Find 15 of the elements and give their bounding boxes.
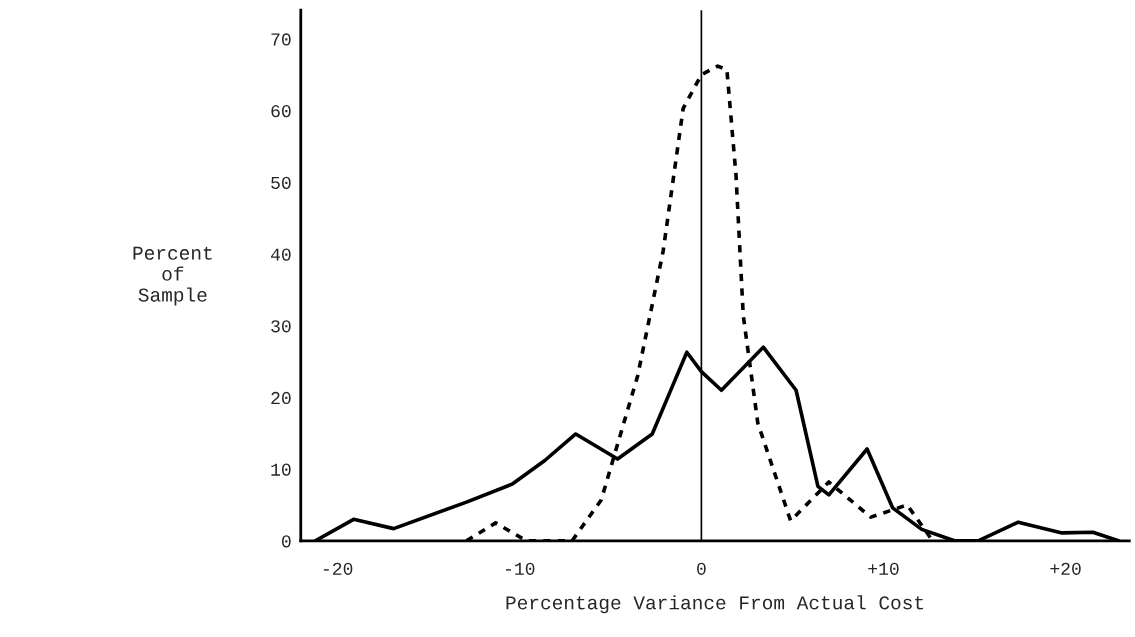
x-tick-label: +10 [868,562,899,575]
y-tick-label: 30 [271,320,291,333]
y-tick-label: 50 [271,176,291,190]
y-tick-label: 0 [282,535,291,548]
x-tick-label: -20 [323,562,353,575]
x-tick-label: 0 [697,562,706,575]
y-tick-label: 40 [270,248,291,261]
y-axis-title: Percent of Sample [133,246,212,306]
y-tick-label: 10 [271,463,291,476]
x-tick-label: +20 [1050,562,1081,575]
x-tick-label: -10 [505,562,535,575]
y-tick-label: 20 [271,391,291,405]
y-tick-label: 70 [271,33,291,46]
x-axis-title: Percentage Variance From Actual Cost [506,595,924,614]
y-tick-label: 60 [271,105,291,118]
